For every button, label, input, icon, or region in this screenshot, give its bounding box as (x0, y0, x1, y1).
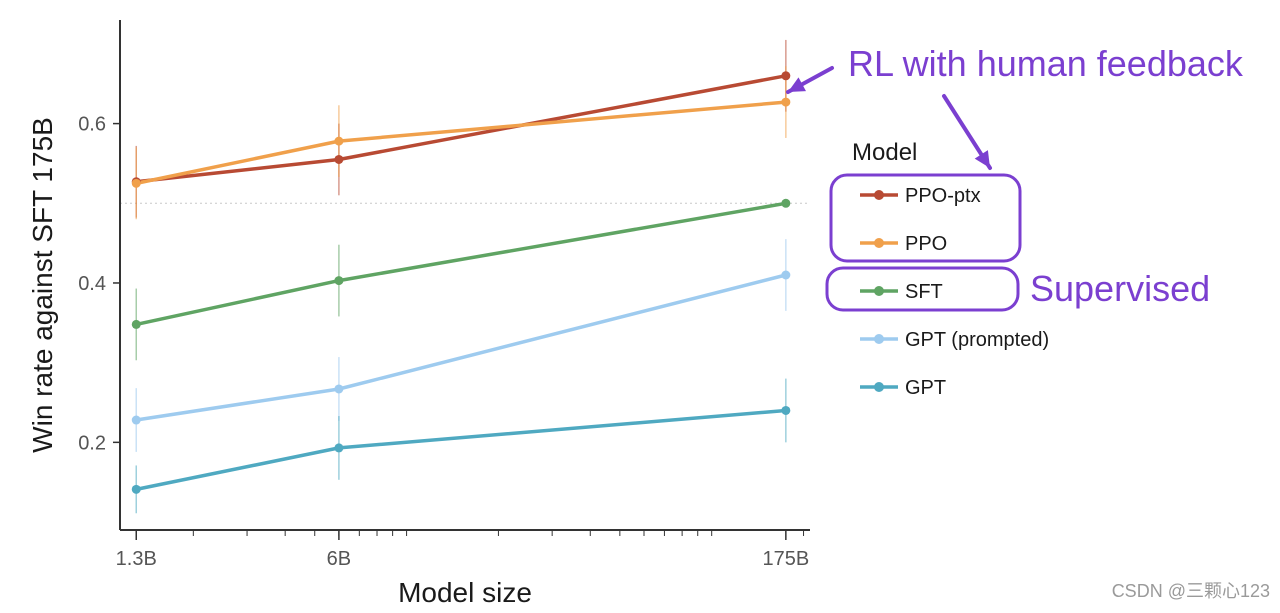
legend-marker-gpt-prompted (874, 334, 884, 344)
annotation-box-supervised (825, 266, 1020, 312)
data-point-sft (334, 276, 344, 286)
legend-label-ppo-ptx: PPO-ptx (905, 185, 981, 207)
y-tick-label: 0.2 (78, 432, 106, 454)
legend-label-gpt-prompted: GPT (prompted) (905, 329, 1049, 351)
legend-label-gpt: GPT (905, 377, 946, 399)
series-line-gpt (134, 408, 788, 492)
data-point-ppo-ptx (334, 154, 344, 164)
annotation-box-rl (829, 173, 1022, 263)
x-axis-title: Model size (398, 577, 532, 608)
series-line-gpt-prompted (134, 273, 788, 422)
y-axis-title: Win rate against SFT 175B (27, 117, 58, 453)
legend-marker-ppo (874, 238, 884, 248)
annotation-rl-label: RL with human feedback (848, 43, 1244, 84)
data-point-gpt-prompted (131, 415, 141, 425)
y-tick-label: 0.4 (78, 273, 106, 295)
x-tick-label: 175B (762, 548, 809, 570)
data-point-ppo (781, 97, 791, 107)
annotation-arrow-to-lines-head (788, 77, 806, 92)
data-point-gpt-prompted (781, 270, 791, 280)
series-line-sft (134, 201, 788, 327)
legend-title: Model (852, 139, 917, 166)
legend-label-sft: SFT (905, 281, 943, 303)
data-point-ppo (334, 136, 344, 146)
x-tick-label: 6B (327, 548, 351, 570)
y-tick-label: 0.6 (78, 114, 106, 136)
data-point-gpt-prompted (334, 384, 344, 394)
annotation-supervised-label: Supervised (1030, 268, 1210, 309)
data-point-sft (131, 319, 141, 329)
legend-label-ppo: PPO (905, 233, 947, 255)
data-point-ppo (131, 178, 141, 188)
watermark: CSDN @三颗心123 (1112, 581, 1270, 601)
data-point-sft (781, 198, 791, 208)
legend-marker-gpt (874, 382, 884, 392)
data-point-gpt (334, 443, 344, 453)
annotation-arrow-to-legend-head (974, 150, 990, 168)
data-point-ppo-ptx (781, 71, 791, 81)
data-point-gpt (781, 405, 791, 415)
x-tick-label: 1.3B (116, 548, 157, 570)
legend-marker-ppo-ptx (874, 190, 884, 200)
data-point-gpt (131, 484, 141, 494)
legend-marker-sft (874, 286, 884, 296)
